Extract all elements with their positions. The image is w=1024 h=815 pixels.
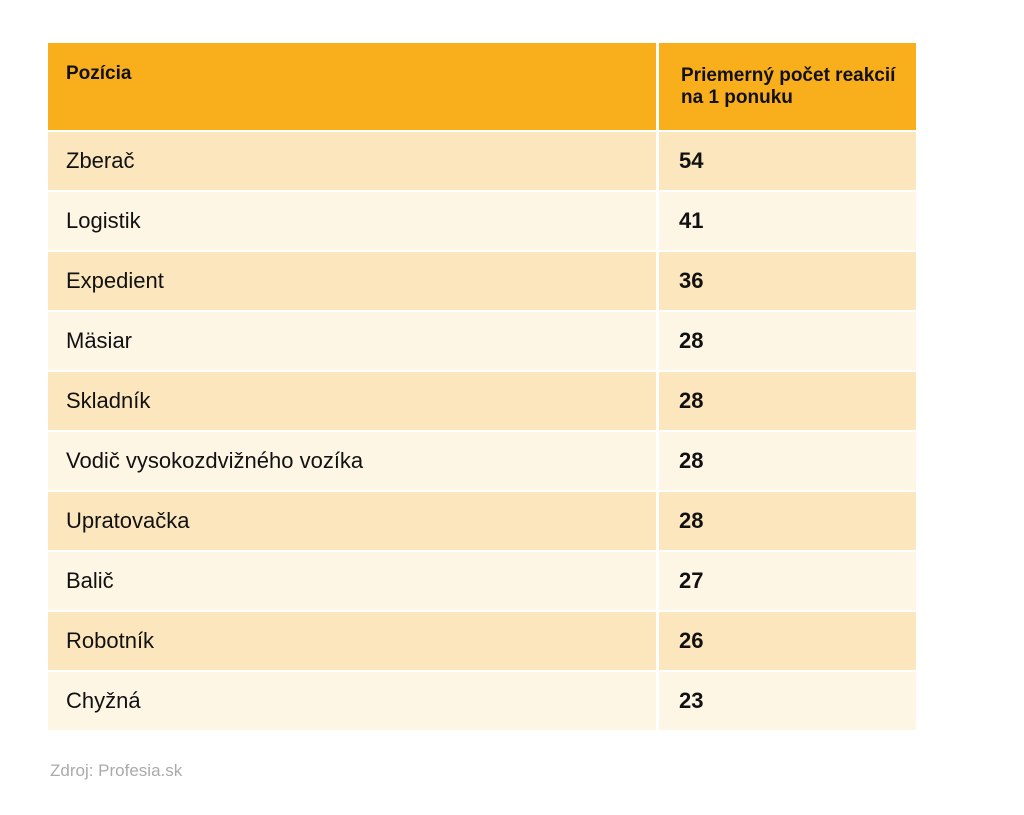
header-row: Pozícia Priemerný počet reakcií na 1 pon… [48, 43, 916, 130]
table-row: Expedient 36 [48, 252, 916, 310]
position-cell: Skladník [48, 372, 656, 430]
value-cell: 28 [659, 312, 916, 370]
value-cell: 36 [659, 252, 916, 310]
value-cell: 27 [659, 552, 916, 610]
value-cell: 28 [659, 492, 916, 550]
table-row: Robotník 26 [48, 612, 916, 670]
table: Pozícia Priemerný počet reakcií na 1 pon… [48, 43, 916, 732]
value-cell: 28 [659, 432, 916, 490]
position-cell: Mäsiar [48, 312, 656, 370]
position-cell: Balič [48, 552, 656, 610]
table-row: Chyžná 23 [48, 672, 916, 730]
table-row: Upratovačka 28 [48, 492, 916, 550]
position-cell: Expedient [48, 252, 656, 310]
position-cell: Logistik [48, 192, 656, 250]
value-cell: 28 [659, 372, 916, 430]
position-cell: Vodič vysokozdvižného vozíka [48, 432, 656, 490]
value-cell: 41 [659, 192, 916, 250]
position-cell: Zberač [48, 132, 656, 190]
position-cell: Upratovačka [48, 492, 656, 550]
table-row: Skladník 28 [48, 372, 916, 430]
table-row: Mäsiar 28 [48, 312, 916, 370]
header-cell: Pozícia [48, 43, 656, 130]
table-row: Logistik 41 [48, 192, 916, 250]
position-cell: Robotník [48, 612, 656, 670]
table-row: Zberač 54 [48, 132, 916, 190]
header-cell: Priemerný počet reakcií na 1 ponuku [659, 43, 916, 130]
value-cell: 26 [659, 612, 916, 670]
value-cell: 54 [659, 132, 916, 190]
position-cell: Chyžná [48, 672, 656, 730]
table-row: Balič 27 [48, 552, 916, 610]
value-cell: 23 [659, 672, 916, 730]
table-row: Vodič vysokozdvižného vozíka 28 [48, 432, 916, 490]
source-note: Zdroj: Profesia.sk [50, 761, 183, 780]
